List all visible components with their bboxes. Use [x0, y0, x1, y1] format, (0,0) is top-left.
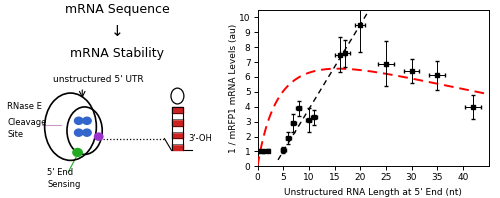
Bar — [172, 119, 182, 126]
Text: mRNA Stability: mRNA Stability — [70, 47, 164, 60]
Text: Sensing: Sensing — [47, 180, 80, 189]
Bar — [172, 126, 182, 132]
Y-axis label: 1 / mRFP1 mRNA Levels (au): 1 / mRFP1 mRNA Levels (au) — [228, 24, 237, 153]
Bar — [172, 107, 182, 113]
Text: Site: Site — [7, 130, 23, 139]
Text: RNase E: RNase E — [7, 102, 42, 111]
Text: 5' End: 5' End — [47, 168, 73, 177]
Circle shape — [94, 133, 103, 140]
Ellipse shape — [67, 107, 102, 154]
Text: ↓: ↓ — [111, 24, 124, 39]
Text: 3'-OH: 3'-OH — [188, 134, 212, 143]
Text: Cleavage: Cleavage — [7, 118, 46, 127]
Bar — [172, 132, 182, 138]
Circle shape — [82, 129, 91, 136]
Circle shape — [74, 117, 83, 124]
Bar — [172, 138, 182, 144]
Bar — [172, 113, 182, 119]
X-axis label: Unstructured RNA Length at 5' End (nt): Unstructured RNA Length at 5' End (nt) — [284, 188, 462, 197]
Circle shape — [82, 117, 91, 124]
Circle shape — [74, 129, 83, 136]
Circle shape — [73, 148, 82, 156]
Text: unstructured 5' UTR: unstructured 5' UTR — [54, 75, 144, 84]
Bar — [172, 144, 182, 150]
Text: mRNA Sequence: mRNA Sequence — [65, 3, 170, 16]
